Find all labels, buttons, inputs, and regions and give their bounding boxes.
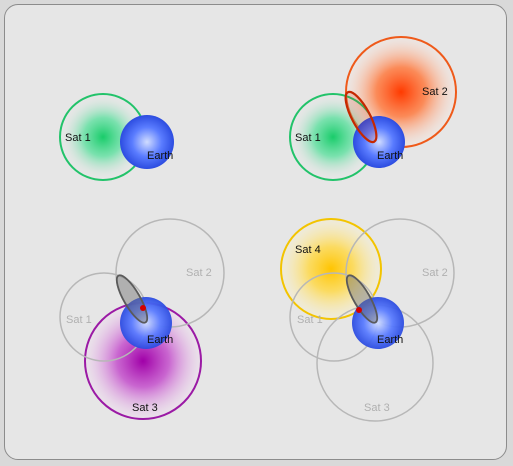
- panel-2: Sat 1 Sat 2 Earth: [289, 36, 457, 181]
- earth: [353, 116, 405, 168]
- panel-3: Sat 2 Sat 1 Earth Sat 3: [59, 218, 225, 420]
- sat1-label: Sat 1: [66, 314, 92, 326]
- intersection-ellipse: [345, 274, 379, 324]
- panel-1: Sat 1 Earth: [59, 93, 174, 181]
- earth: [352, 297, 404, 349]
- sat2-label: Sat 2: [422, 267, 448, 279]
- diagram-frame: Sat 1 Earth Sat 1 Sat 2 Earth Sat 2 Sat …: [4, 4, 507, 460]
- satellite-positioning-diagram: Sat 1 Earth Sat 1 Sat 2 Earth Sat 2 Sat …: [59, 36, 457, 422]
- panel-4: Sat 4 Sat 2 Sat 1 Earth Sat 3: [280, 218, 455, 422]
- sat3-label: Sat 3: [132, 402, 158, 414]
- intersection-ellipse: [344, 90, 378, 144]
- earth-label: Earth: [377, 150, 403, 162]
- sat4-label: Sat 4: [295, 244, 321, 256]
- earth-label: Earth: [147, 334, 173, 346]
- fix-point: [356, 307, 362, 313]
- earth-label: Earth: [377, 334, 403, 346]
- earth-label: Earth: [147, 150, 173, 162]
- sat1-label: Sat 1: [297, 314, 323, 326]
- fix-point: [140, 305, 146, 311]
- intersection-ellipse: [115, 274, 149, 324]
- sat2-label: Sat 2: [422, 86, 448, 98]
- sat4-coverage: [280, 218, 382, 320]
- sat1-label: Sat 1: [295, 132, 321, 144]
- sat3-label: Sat 3: [364, 402, 390, 414]
- sat2-label: Sat 2: [186, 267, 212, 279]
- sat1-label: Sat 1: [65, 132, 91, 144]
- earth: [120, 115, 174, 169]
